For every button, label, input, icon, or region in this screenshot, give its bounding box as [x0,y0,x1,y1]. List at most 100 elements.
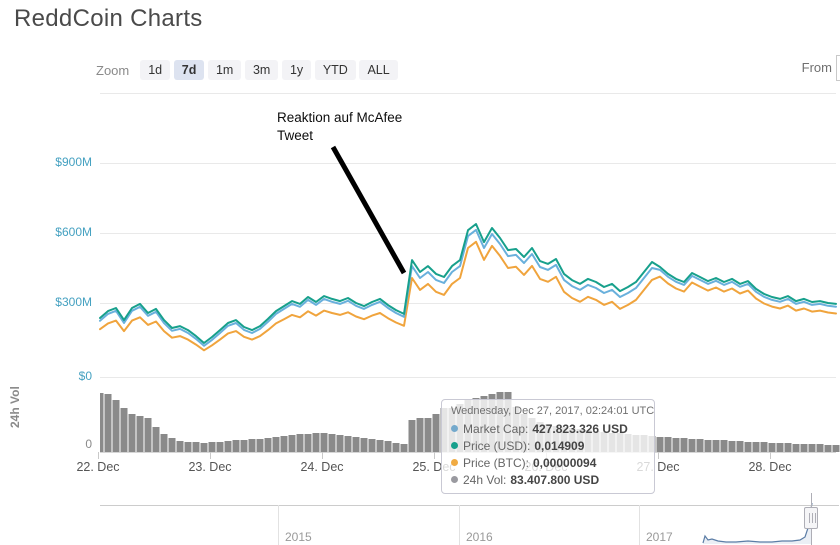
volume-bar [216,442,224,452]
volume-bar [712,440,720,452]
zoom-label: Zoom [96,62,130,78]
volume-bar [112,400,120,452]
page-title: ReddCoin Charts [14,5,203,32]
volume-bar [280,436,288,452]
from-label: From [801,60,832,75]
volume-bar [744,442,752,452]
volume-bar [736,441,744,452]
tooltip-row-value: 427.823.326 USD [532,421,628,436]
range-button-3m[interactable]: 3m [244,60,279,80]
navigator-area [703,503,812,544]
volume-bar [760,442,768,452]
series-line-market-cap [99,228,837,347]
range-button-YTD[interactable]: YTD [314,60,356,80]
chart-tooltip: Wednesday, Dec 27, 2017, 02:24:01 UTC Ma… [441,399,655,494]
volume-bar [168,438,176,452]
volume-bar [240,440,248,452]
volume-bar [256,439,264,452]
volume-bar [368,439,376,452]
volume-bar [104,394,112,452]
volume-bar [384,441,392,452]
tooltip-row-value: 83.407.800 USD [510,472,600,487]
tooltip-row-label: Price (BTC): [463,455,529,470]
series-dot-icon [451,442,458,449]
range-buttons: 1d 7d 1m 3m 1y YTD ALL [140,60,398,80]
range-button-7d[interactable]: 7d [173,60,205,80]
volume-bar [288,435,296,452]
tooltip-row-price-usd-: Price (USD): 0,014909 [451,437,645,454]
navigator-line [702,502,813,544]
market-cap-axis-title: Market Cap [0,232,67,248]
volume-bar [432,414,440,452]
volume-bar [304,434,312,452]
series-line-price-usd- [99,223,837,344]
volume-bar [100,393,104,452]
navigator-handle[interactable] [804,507,818,529]
series-line-price-btc- [99,240,837,352]
volume-bar [360,438,368,452]
range-selector: Zoom 1d 7d 1m 3m 1y YTD ALL [96,59,398,81]
volume-bar [192,442,200,452]
volume-bar [800,444,808,452]
tooltip-timestamp: Wednesday, Dec 27, 2017, 02:24:01 UTC [451,405,655,417]
volume-bar [312,433,320,452]
range-button-1m[interactable]: 1m [207,60,242,80]
volume-bar [424,418,432,452]
volume-bar [320,433,328,452]
volume-bar [120,408,128,452]
range-button-1y[interactable]: 1y [281,60,312,80]
volume-bar [832,445,840,452]
volume-bar [776,443,784,452]
ytick-$300M: $300M [55,295,92,309]
xlabel-28-Dec: 28. Dec [748,460,792,474]
volume-bar [296,434,304,452]
volume-bar [688,439,696,452]
year-label-2015: 2015 [285,530,312,544]
xlabel-22-Dec: 22. Dec [76,460,120,474]
volume-bar [224,441,232,452]
volume-bar [792,444,800,452]
range-button-1d[interactable]: 1d [140,60,171,80]
volume-bar [816,444,824,452]
annotation-pointer-line [330,145,407,275]
ytick-$0: $0 [78,369,92,383]
tooltip-row-label: Market Cap: [463,421,529,436]
volume-bar [376,440,384,452]
series-dot-icon [451,425,458,432]
year-label-2016: 2016 [466,530,493,544]
series-dot-icon [451,476,458,483]
volume-bar [416,418,424,452]
ytick-$600M: $600M [55,225,92,239]
year-label-2017: 2017 [646,530,673,544]
annotation-text: Reaktion auf McAfee Tweet [277,110,403,144]
tooltip-row-value: 0,00000094 [533,455,597,470]
volume-bar [136,416,144,452]
volume-bar [176,441,184,452]
volume-bar [208,442,216,452]
range-button-ALL[interactable]: ALL [359,60,398,80]
tooltip-row-24h-vol: 24h Vol: 83.407.800 USD [451,471,645,488]
volume-bar [784,443,792,452]
volume-bar [344,436,352,452]
tooltip-row-label: Price (USD): [463,438,531,453]
from-date-input[interactable] [836,55,840,81]
volume-bar [200,443,208,452]
tooltip-rows: Market Cap: 427.823.326 USD Price (USD): 0,… [451,420,645,488]
tooltip-row-value: 0,014909 [534,438,585,453]
xlabel-23-Dec: 23. Dec [188,460,232,474]
volume-bar [160,434,168,452]
volume-bar [752,442,760,452]
volume-bar [720,440,728,452]
volume-bar [328,434,336,452]
volume-bar [768,443,776,452]
tooltip-row-market-cap: Market Cap: 427.823.326 USD [451,420,645,437]
volume-bar [704,440,712,452]
volume-bar [272,437,280,452]
volume-bar [264,438,272,452]
volume-bar [232,440,240,452]
volume-bar [392,443,400,452]
tooltip-row-price-btc-: Price (BTC): 0,00000094 [451,454,645,471]
chart-plot[interactable] [0,85,840,545]
volume-bar [248,439,256,452]
